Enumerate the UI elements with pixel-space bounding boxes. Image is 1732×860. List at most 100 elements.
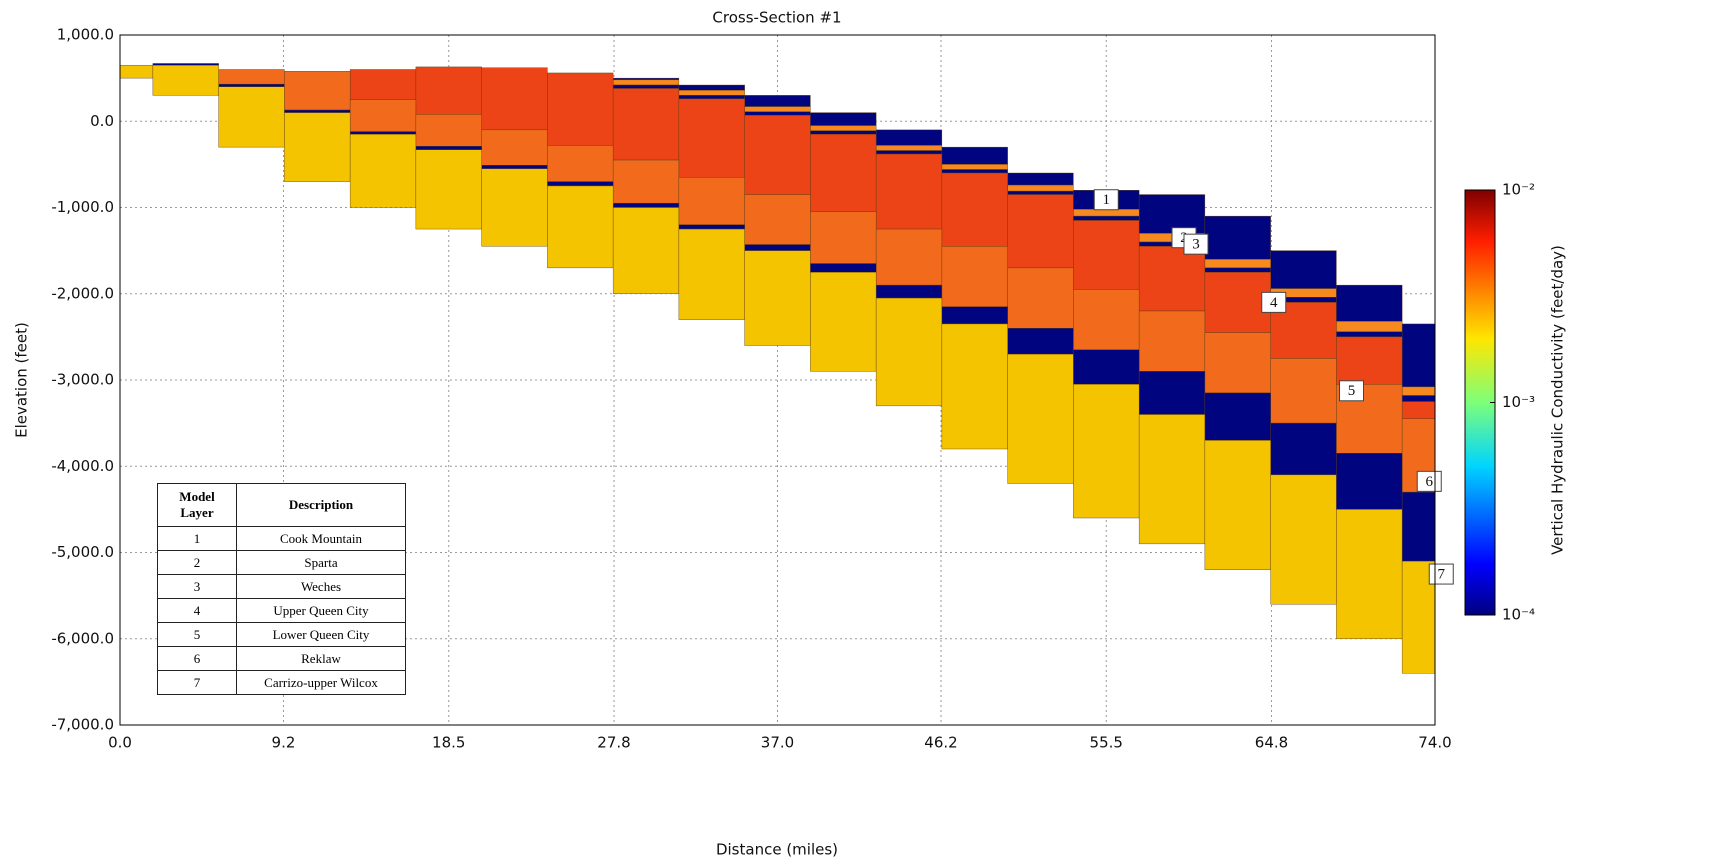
layer-cell [1204,259,1271,269]
layer-cell [612,159,680,204]
layer-cell [349,69,417,100]
layer-cell [875,129,943,146]
layer-cell [678,228,745,320]
plot-frame [119,34,1436,726]
table-cell: 3 [157,574,237,599]
layer-cell [1401,386,1436,396]
layer-cell [612,207,680,294]
table-row: 5 Lower Queen City [157,622,406,647]
layer-cell [547,145,614,182]
colorbar-tick-label: 10⁻² [1502,181,1535,199]
layer-cell [547,185,614,269]
layer-cell [1270,358,1337,424]
layer-cell [810,133,877,213]
layer-cell [744,250,811,346]
table-row: 7 Carrizo-upper Wilcox [157,670,406,695]
table-cell: Weches [236,574,406,599]
layer-cell [744,115,811,195]
x-tick-label: 74.0 [1418,734,1451,752]
layer-cell [678,95,745,100]
x-tick-label: 46.2 [924,734,957,752]
layer-cell [941,323,1008,450]
x-tick-label: 27.8 [597,734,630,752]
table-row: 1 Cook Mountain [157,526,406,551]
layer-cell [1007,190,1074,195]
layer-cell [1073,209,1140,217]
layer-cell [218,83,285,87]
x-tick-label: 37.0 [761,734,794,752]
layer-cell [1270,474,1337,605]
table-cell: 7 [157,670,237,695]
layer-cell [1401,401,1436,420]
table-row: 4 Upper Queen City [157,598,406,623]
layer-cell [810,112,877,126]
layer-cell [1007,184,1074,192]
layer-label: 4 [1270,295,1278,311]
layer-cell [875,228,943,286]
y-tick-label: 0.0 [90,112,114,130]
layer-cell [349,99,417,132]
layer-cell [481,129,548,166]
table-cell: Reklaw [236,646,406,671]
layer-cell [415,149,482,230]
layer-cell [1401,323,1436,388]
layer-label-box [1183,233,1209,255]
y-tick-label: -2,000.0 [51,284,114,302]
layer-cell [1204,440,1271,570]
layer-cell [1138,414,1206,545]
layer-cell [941,146,1008,165]
table-cell: Cook Mountain [236,526,406,551]
x-tick-label: 55.5 [1090,734,1123,752]
layer-cell [1073,384,1140,519]
table-header-row: Model Layer Description [157,483,406,527]
table-cell: Upper Queen City [236,598,406,623]
layer-cell [810,130,877,135]
chart-title: Cross-Section #1 [712,9,841,27]
layer-cell [1073,220,1140,290]
layer-cell [941,169,1008,174]
layer-label: 7 [1438,567,1446,583]
layer-cell [941,172,1008,247]
colorbar-tick-label: 10⁻³ [1502,393,1535,411]
layer-cell [1138,371,1206,415]
layer-cell [284,71,351,111]
layer-cell [810,271,877,372]
layer-cell [941,246,1008,307]
table-cell: 5 [157,622,237,647]
layer-cell [1073,215,1140,221]
layer-cell [744,95,811,107]
layer-cell [810,211,877,264]
layer-cell [875,153,943,230]
layer-cell [678,98,745,178]
layer-label: 5 [1348,383,1356,399]
layer-cell [612,79,680,86]
layer-cell [1007,353,1074,484]
layer-cell [1204,271,1271,333]
layer-cell [1270,422,1337,476]
table-header-cell: Description [236,483,406,527]
layer-cell [1138,310,1206,372]
colorbar-tick-label: 10⁻⁴ [1502,606,1535,624]
layer-cell [612,84,680,89]
x-tick-label: 9.2 [272,734,296,752]
layer-label-box [1261,291,1287,313]
layer-cell [481,67,548,131]
layer-cell [1336,509,1403,639]
layer-cell [547,72,614,146]
layer-cell [1401,491,1436,562]
layer-cell [119,64,154,79]
layer-label-box [1339,380,1364,402]
table-cell: 6 [157,646,237,671]
layer-label: 6 [1426,474,1434,490]
y-tick-label: 1,000.0 [57,26,114,44]
layer-cell [152,64,219,96]
layer-cell [1204,392,1271,441]
y-tick-label: -3,000.0 [51,371,114,389]
table-cell: 2 [157,550,237,575]
layer-cell [1007,194,1074,269]
layer-cell [415,146,482,150]
layer-cell [1007,267,1074,329]
y-tick-label: -7,000.0 [51,716,114,734]
layer-cell [678,224,745,230]
